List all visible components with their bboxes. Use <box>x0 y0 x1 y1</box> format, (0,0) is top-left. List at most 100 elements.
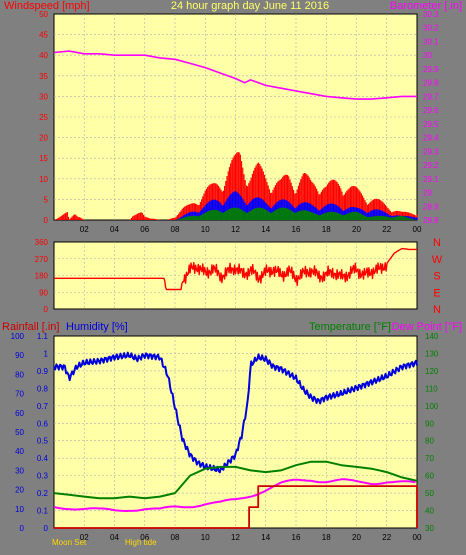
windspeed-y-tick-label: 45 <box>39 31 48 40</box>
wind-x-tick-label: 02 <box>80 225 89 234</box>
humidity-temperature-panel: 010203040506070809010000.10.20.30.40.50.… <box>11 332 439 542</box>
compass-label: W <box>432 254 443 266</box>
humidity-x-tick-label: 00 <box>413 533 422 542</box>
barometer-y-tick-label: 29.8 <box>423 79 439 88</box>
humidity-x-tick-label: 18 <box>322 533 331 542</box>
temperature-y-tick-label: 70 <box>425 454 434 463</box>
barometer-y-tick-label: 30 <box>423 51 432 60</box>
direction-y-tick-label: 180 <box>35 272 49 281</box>
humidity-y-tick-label: 40 <box>15 447 24 456</box>
rain-y-tick-label: 0.1 <box>37 507 49 516</box>
wind-x-tick-label: 16 <box>292 225 301 234</box>
temperature-line <box>53 460 418 500</box>
compass-label: N <box>433 304 441 316</box>
temperature-y-tick-label: 40 <box>425 507 434 516</box>
barometer-y-tick-label: 29.7 <box>423 92 439 101</box>
rain-y-tick-label: 0.9 <box>37 367 49 376</box>
wind-x-tick-label: 10 <box>201 225 210 234</box>
barometer-y-tick-label: 28.9 <box>423 202 439 211</box>
humidity-y-tick-label: 20 <box>15 486 24 495</box>
humidity-x-tick-label: 02 <box>80 533 89 542</box>
humidity-y-tick-label: 0 <box>20 524 25 533</box>
temperature-y-tick-label: 50 <box>425 489 434 498</box>
temperature-y-tick-label: 100 <box>425 402 439 411</box>
windspeed-y-tick-label: 5 <box>44 195 49 204</box>
wind-direction-line <box>54 247 417 291</box>
wind-x-tick-label: 14 <box>261 225 270 234</box>
windspeed-y-tick-label: 40 <box>39 51 48 60</box>
humidity-x-tick-label: 10 <box>201 533 210 542</box>
temperature-y-tick-label: 140 <box>425 332 439 341</box>
compass-label: S <box>433 271 440 283</box>
wind-x-tick-label: 22 <box>382 225 391 234</box>
high-tide-label: High tide <box>125 538 157 547</box>
barometer-axis-label: Barometer [.in] <box>390 0 462 12</box>
barometer-y-tick-label: 30.3 <box>423 10 439 19</box>
barometer-line <box>53 50 417 100</box>
temperature-axis-label: Temperature [°F] <box>309 321 391 333</box>
humidity-axis-label: Humidity [%] <box>66 321 128 333</box>
windspeed-y-tick-label: 15 <box>39 154 48 163</box>
barometer-y-tick-label: 30.2 <box>423 24 439 33</box>
barometer-y-tick-label: 29.9 <box>423 65 439 74</box>
wind-x-tick-label: 04 <box>110 225 119 234</box>
compass-label: E <box>433 287 440 299</box>
rain-y-tick-label: 0.7 <box>37 402 49 411</box>
humidity-y-tick-label: 30 <box>15 466 24 475</box>
wind-x-tick-label: 12 <box>231 225 240 234</box>
rain-y-tick-label: 0.6 <box>37 419 49 428</box>
humidity-x-tick-label: 06 <box>140 533 149 542</box>
temperature-y-tick-label: 110 <box>425 384 438 393</box>
rain-y-tick-label: 0.8 <box>37 384 49 393</box>
chart-title: 24 hour graph day June 11 2016 <box>171 0 329 12</box>
humidity-x-tick-label: 04 <box>110 533 119 542</box>
humidity-x-tick-label: 16 <box>292 533 301 542</box>
rain-y-tick-label: 0.3 <box>37 472 49 481</box>
barometer-y-tick-label: 29.6 <box>423 106 439 115</box>
temperature-y-tick-label: 60 <box>425 472 434 481</box>
wind-x-tick-label: 06 <box>140 225 149 234</box>
barometer-y-tick-label: 29.1 <box>423 175 439 184</box>
windspeed-y-tick-label: 0 <box>44 216 49 225</box>
barometer-y-tick-label: 30.1 <box>423 37 439 46</box>
windspeed-y-tick-label: 25 <box>39 113 48 122</box>
barometer-y-tick-label: 29.4 <box>423 134 439 143</box>
rain-y-tick-label: 0 <box>44 524 49 533</box>
temperature-y-tick-label: 120 <box>425 367 439 376</box>
humidity-x-tick-label: 08 <box>171 533 180 542</box>
humidity-line <box>53 351 418 474</box>
wind-x-tick-label: 08 <box>171 225 180 234</box>
rain-y-tick-label: 1 <box>44 349 49 358</box>
direction-y-tick-label: 270 <box>35 255 49 264</box>
barometer-y-tick-label: 29.3 <box>423 147 439 156</box>
windspeed-y-tick-label: 35 <box>39 72 48 81</box>
humidity-y-tick-label: 100 <box>11 332 25 341</box>
humidity-y-tick-label: 90 <box>15 351 24 360</box>
rainfall-line <box>54 485 418 529</box>
temperature-y-tick-label: 90 <box>425 419 434 428</box>
humidity-x-tick-label: 12 <box>231 533 240 542</box>
rainfall-axis-label: Rainfall [.in] <box>2 321 59 333</box>
wind-x-tick-label: 00 <box>413 225 422 234</box>
temperature-y-tick-label: 30 <box>425 524 434 533</box>
humidity-y-tick-label: 10 <box>15 505 24 514</box>
direction-y-tick-label: 360 <box>35 238 49 247</box>
humidity-y-tick-label: 50 <box>15 428 24 437</box>
humidity-x-tick-label: 22 <box>382 533 391 542</box>
humidity-y-tick-label: 60 <box>15 409 24 418</box>
temperature-y-tick-label: 130 <box>425 349 439 358</box>
compass-label: N <box>433 237 441 249</box>
dewpoint-axis-label: Dew Point [°F] <box>392 321 462 333</box>
wind-barometer-panel: 0 5 10 15 20 25 30 35 40 45 50 28.8 28.9 29 29.1 29.2 29… <box>39 10 439 234</box>
humidity-y-tick-label: 80 <box>15 370 24 379</box>
rain-y-tick-label: 0.5 <box>37 437 49 446</box>
moon-set-label: Moon Set <box>52 538 87 547</box>
wind-x-tick-label: 18 <box>322 225 331 234</box>
windspeed-y-tick-label: 50 <box>39 10 48 19</box>
windspeed-axis-label: Windspeed [mph] <box>4 0 90 12</box>
windspeed-y-tick-label: 20 <box>39 134 48 143</box>
windspeed-y-tick-label: 10 <box>39 175 48 184</box>
temperature-y-tick-label: 80 <box>425 437 434 446</box>
wind-x-tick-label: 20 <box>352 225 361 234</box>
